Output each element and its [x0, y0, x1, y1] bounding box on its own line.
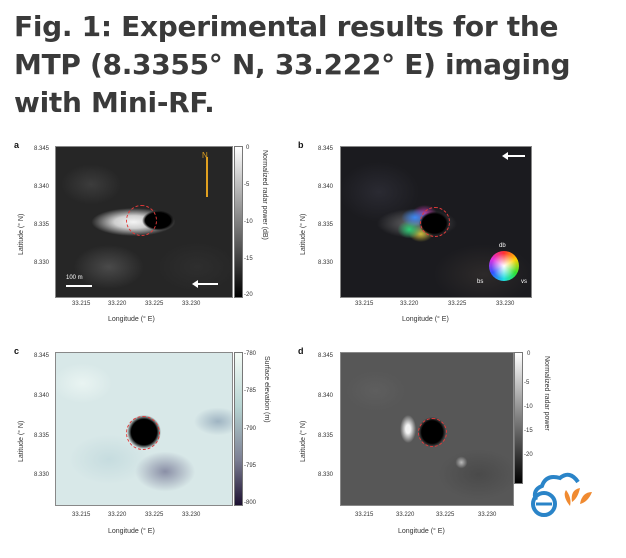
x-tick: 33.225	[448, 301, 467, 307]
colorbar-tick: -780	[244, 351, 257, 357]
decomposition-image: db bs vs	[340, 146, 532, 298]
y-tick: 8.340	[318, 184, 334, 190]
north-arrow	[206, 157, 208, 197]
x-tick: 33.225	[436, 512, 455, 518]
y-tick: 8.335	[318, 433, 334, 439]
panel-d-label: d	[298, 346, 304, 356]
color-wheel-legend	[489, 251, 519, 281]
y-tick: 8.330	[318, 472, 334, 478]
x-axis-label: Longitude (° E)	[398, 528, 445, 535]
y-tick: 8.335	[318, 222, 334, 228]
y-tick: 8.345	[318, 353, 334, 359]
look-direction-arrowhead	[192, 280, 198, 288]
x-tick: 33.230	[496, 301, 515, 307]
colorbar-tick: -15	[244, 256, 253, 262]
radar-power-difference-image	[340, 352, 514, 506]
x-tick: 33.220	[108, 301, 127, 307]
figure-title: Fig. 1: Experimental results for the MTP…	[14, 10, 571, 119]
wheel-label-db: db	[499, 243, 506, 249]
crater-outline	[420, 207, 450, 237]
x-axis-label: Longitude (° E)	[108, 528, 155, 535]
watermark-logo-icon	[526, 462, 606, 522]
colorbar-tick: -10	[524, 404, 533, 410]
x-tick: 33.220	[108, 512, 127, 518]
wheel-label-bs: bs	[477, 279, 484, 285]
colorbar-tick: 0	[246, 145, 250, 151]
x-tick: 33.215	[355, 512, 374, 518]
colorbar-tick: -5	[524, 380, 530, 386]
x-axis-label: Longitude (° E)	[402, 316, 449, 323]
y-axis-label: Latitude (° N)	[300, 213, 307, 255]
colorbar-tick: -15	[524, 428, 533, 434]
y-axis-label: Latitude (° N)	[300, 420, 307, 462]
y-tick: 8.335	[34, 222, 50, 228]
scale-label: 100 m	[66, 275, 83, 281]
x-tick: 33.230	[182, 301, 201, 307]
x-tick: 33.225	[145, 512, 164, 518]
panel-b-label: b	[298, 140, 304, 150]
x-tick: 33.215	[72, 301, 91, 307]
x-tick: 33.230	[182, 512, 201, 518]
x-tick: 33.215	[355, 301, 374, 307]
look-direction-arrow	[507, 155, 525, 157]
wheel-label-vs: vs	[521, 279, 527, 285]
panel-a-label: a	[14, 140, 20, 150]
crater-outline	[126, 416, 160, 450]
colorbar-tick: -795	[244, 463, 257, 469]
colorbar	[234, 352, 243, 506]
radar-power-image: N 100 m	[55, 146, 233, 298]
x-tick: 33.230	[478, 512, 497, 518]
panel-c-label: c	[14, 346, 20, 356]
y-tick: 8.330	[34, 260, 50, 266]
x-tick: 33.220	[400, 301, 419, 307]
y-tick: 8.340	[34, 184, 50, 190]
x-tick: 33.220	[396, 512, 415, 518]
north-label: N	[202, 151, 208, 160]
y-axis-label: Latitude (° N)	[18, 420, 25, 462]
look-direction-arrowhead	[502, 152, 508, 160]
colorbar-tick: -10	[244, 219, 253, 225]
colorbar-tick: -20	[524, 452, 533, 458]
colorbar-label: Normalized radar power	[543, 356, 550, 431]
colorbar	[234, 146, 243, 298]
y-tick: 8.335	[34, 433, 50, 439]
colorbar-tick: -785	[244, 388, 257, 394]
colorbar-tick: -20	[244, 292, 253, 298]
y-tick: 8.340	[318, 393, 334, 399]
y-tick: 8.345	[34, 353, 50, 359]
crater-outline	[418, 418, 447, 447]
x-tick: 33.225	[145, 301, 164, 307]
scale-bar	[66, 285, 92, 287]
y-tick: 8.340	[34, 393, 50, 399]
x-axis-label: Longitude (° E)	[108, 316, 155, 323]
colorbar-tick: -800	[244, 500, 257, 506]
x-tick: 33.215	[72, 512, 91, 518]
colorbar-tick: -790	[244, 426, 257, 432]
colorbar-tick: 0	[527, 351, 531, 357]
colorbar	[514, 352, 523, 484]
crater-outline	[126, 205, 157, 236]
colorbar-tick: -5	[244, 182, 250, 188]
look-direction-arrow	[196, 283, 218, 285]
colorbar-label: Normalized radar power (dB)	[261, 150, 268, 240]
elevation-image	[55, 352, 233, 506]
y-tick: 8.345	[34, 146, 50, 152]
y-tick: 8.330	[318, 260, 334, 266]
y-axis-label: Latitude (° N)	[18, 213, 25, 255]
colorbar-label: Surface elevation (m)	[263, 356, 270, 423]
y-tick: 8.345	[318, 146, 334, 152]
y-tick: 8.330	[34, 472, 50, 478]
